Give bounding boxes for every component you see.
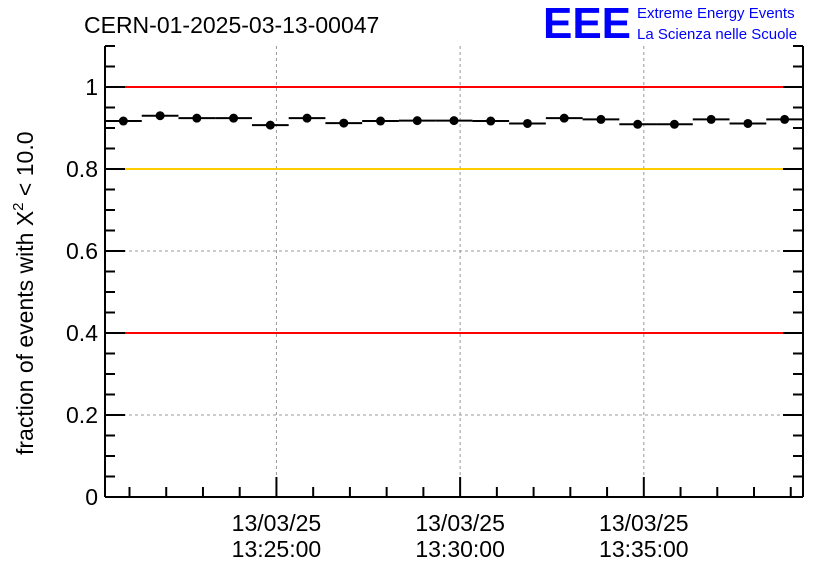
y-tick-label: 0.8 [66,156,98,182]
tick-labels: 00.20.40.60.8113/03/2513:25:0013/03/2513… [66,74,689,562]
x-tick-label-date: 13/03/25 [599,510,689,536]
axes [104,45,804,498]
y-tick-label: 0 [85,484,98,510]
reference-lines [105,86,803,334]
y-axis-label: fraction of events with X2 < 10.0 [10,131,38,455]
data-point [706,114,716,124]
ylabel-suffix: < 10.0 [12,131,38,202]
ylabel-prefix: fraction of events with [12,226,38,455]
data-point [302,113,312,123]
data-point [486,116,496,126]
data-point [155,111,165,121]
data-point [596,114,606,124]
data-point [669,119,679,129]
data-point [743,118,753,128]
logo-line2: La Scienza nelle Scuole [637,26,797,43]
data-point [229,113,239,123]
y-tick-label: 0.2 [66,402,98,428]
data-point [449,116,459,126]
x-tick-label-date: 13/03/25 [232,510,322,536]
y-tick-label: 1 [85,74,98,100]
x-tick-label-date: 13/03/25 [415,510,505,536]
data-point [118,116,128,126]
y-tick-label: 0.4 [66,320,98,346]
eee-logo: EEE Extreme Energy Events La Scienza nel… [543,0,797,48]
logo-line1: Extreme Energy Events [637,5,795,22]
x-tick-label-time: 13:30:00 [415,536,505,562]
data-point [780,114,790,124]
data-point [522,118,532,128]
data-point [376,116,386,126]
y-tick-label: 0.6 [66,238,98,264]
ylabel-symbol: X [12,211,38,226]
grid [105,46,803,497]
x-tick-label-time: 13:25:00 [232,536,322,562]
chart-title: CERN-01-2025-03-13-00047 [84,12,379,38]
data-point [339,118,349,128]
logo-mark: EEE [543,0,631,48]
data-point [192,113,202,123]
data-point [265,120,275,130]
ylabel-sup: 2 [10,202,27,210]
data-point [633,119,643,129]
x-tick-label-time: 13:35:00 [599,536,689,562]
data-point [412,116,422,126]
data-points [105,111,803,130]
data-point [559,113,569,123]
